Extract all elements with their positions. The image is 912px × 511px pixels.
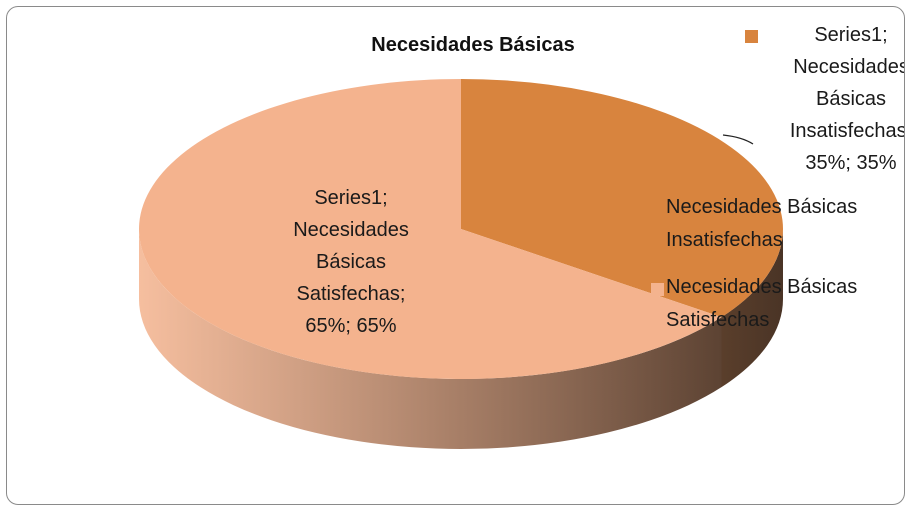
chart: Necesidades Básicas Series1; Necesidades… — [6, 6, 905, 505]
slice-side — [721, 229, 783, 388]
legend-key — [651, 230, 664, 243]
data-label: Series1; Necesidades Básicas Satisfechas… — [293, 187, 409, 337]
data-label: Series1; Necesidades Básicas Insatisfech… — [789, 24, 905, 174]
label-key — [745, 30, 758, 43]
legend-label: Necesidades Básicas Insatisfechas — [666, 196, 858, 251]
chart-title: Necesidades Básicas — [371, 34, 575, 56]
legend-label: Necesidades Básicas Satisfechas — [666, 276, 858, 331]
plot — [139, 79, 783, 450]
slice — [461, 79, 783, 318]
slice — [139, 79, 722, 379]
legend-key — [651, 283, 664, 296]
leader-line — [722, 134, 754, 145]
slice-side — [139, 229, 722, 450]
label-key — [263, 193, 276, 206]
